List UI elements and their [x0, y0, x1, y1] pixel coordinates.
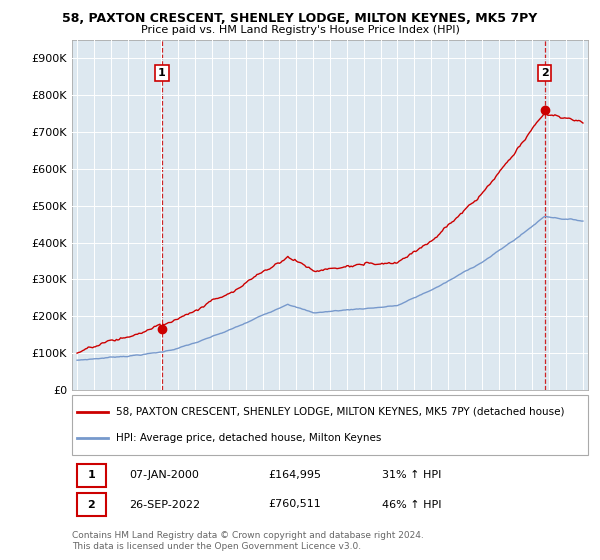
Text: Contains HM Land Registry data © Crown copyright and database right 2024.: Contains HM Land Registry data © Crown c…: [72, 531, 424, 540]
Text: £164,995: £164,995: [268, 470, 321, 480]
Text: 58, PAXTON CRESCENT, SHENLEY LODGE, MILTON KEYNES, MK5 7PY: 58, PAXTON CRESCENT, SHENLEY LODGE, MILT…: [62, 12, 538, 25]
Text: HPI: Average price, detached house, Milton Keynes: HPI: Average price, detached house, Milt…: [116, 433, 381, 443]
Text: 07-JAN-2000: 07-JAN-2000: [129, 470, 199, 480]
Bar: [77, 464, 106, 487]
Text: This data is licensed under the Open Government Licence v3.0.: This data is licensed under the Open Gov…: [72, 542, 361, 551]
Text: 46% ↑ HPI: 46% ↑ HPI: [382, 500, 441, 510]
Text: 31% ↑ HPI: 31% ↑ HPI: [382, 470, 441, 480]
Text: 1: 1: [158, 68, 166, 78]
Text: £760,511: £760,511: [268, 500, 321, 510]
Text: 2: 2: [541, 68, 548, 78]
Text: 1: 1: [88, 470, 95, 480]
Bar: [77, 493, 106, 516]
Text: 2: 2: [88, 500, 95, 510]
Text: 58, PAXTON CRESCENT, SHENLEY LODGE, MILTON KEYNES, MK5 7PY (detached house): 58, PAXTON CRESCENT, SHENLEY LODGE, MILT…: [116, 407, 565, 417]
Text: 26-SEP-2022: 26-SEP-2022: [129, 500, 200, 510]
Text: Price paid vs. HM Land Registry's House Price Index (HPI): Price paid vs. HM Land Registry's House …: [140, 25, 460, 35]
